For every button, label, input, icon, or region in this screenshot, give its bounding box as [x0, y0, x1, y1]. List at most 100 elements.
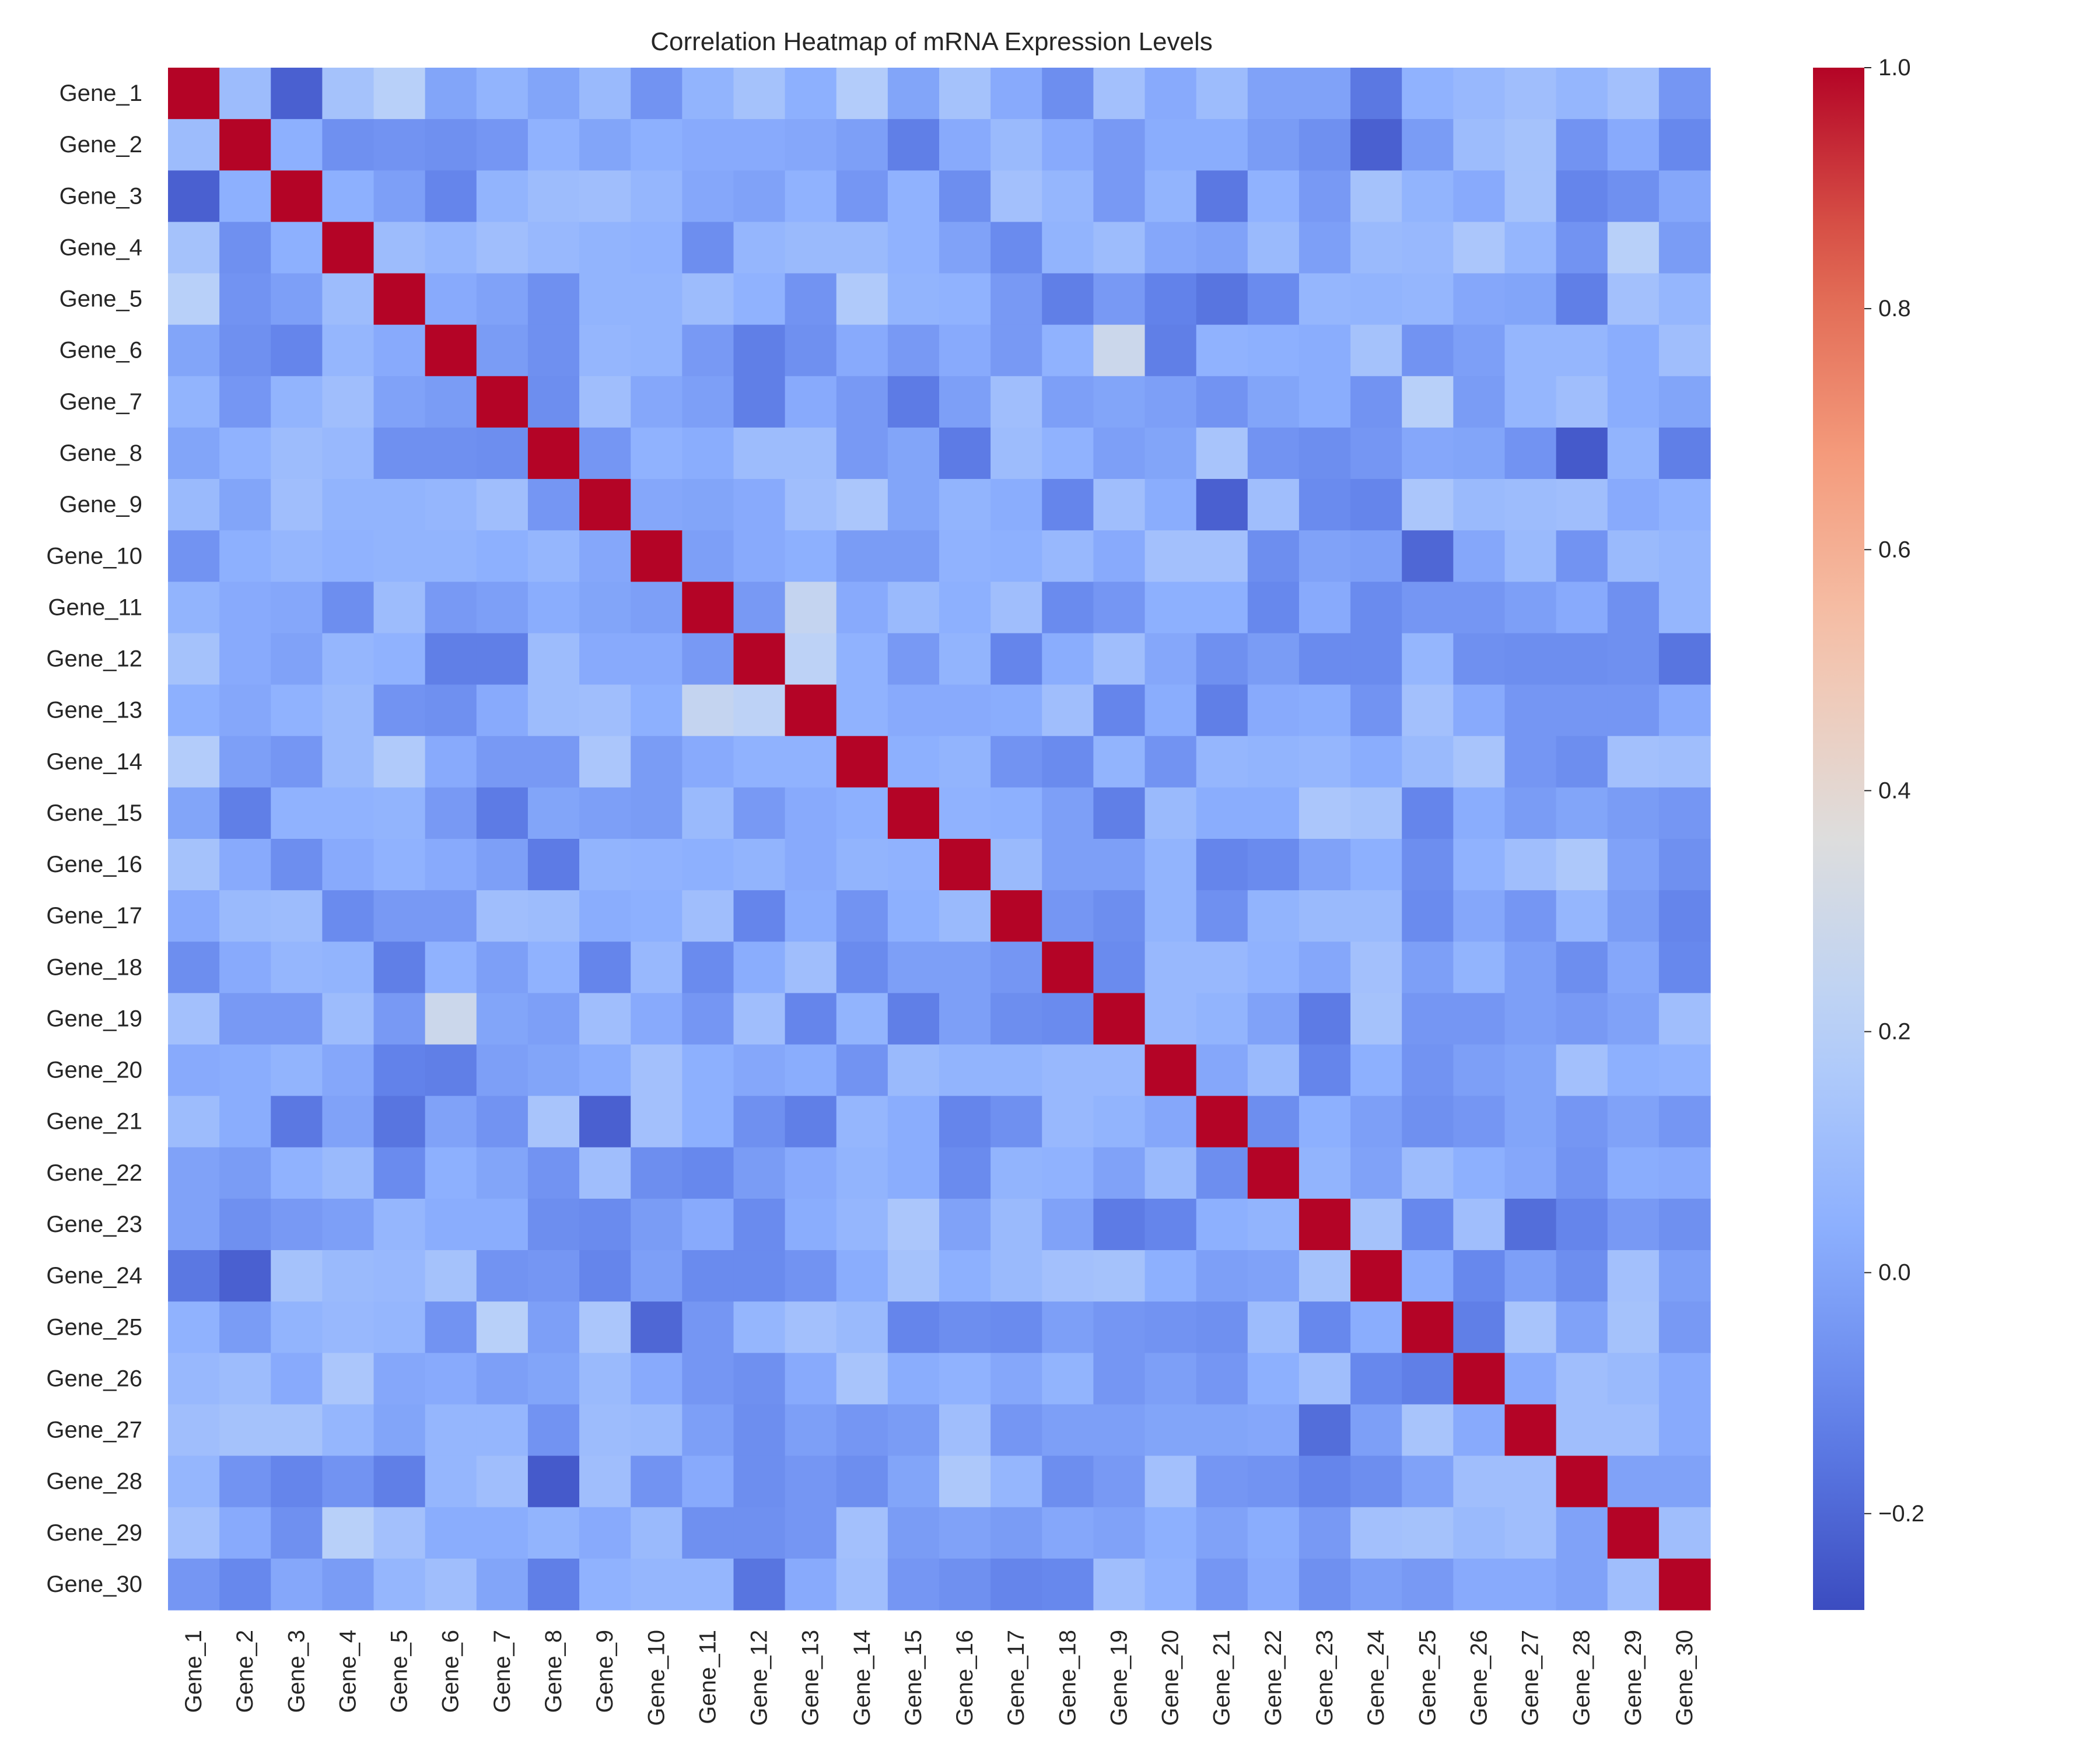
heatmap-cell-8-26 — [1453, 427, 1506, 480]
heatmap-cell-3-20 — [1144, 170, 1197, 222]
heatmap-cell-15-23 — [1298, 787, 1351, 839]
heatmap-cell-7-5 — [373, 376, 426, 428]
heatmap-cell-26-14 — [836, 1353, 888, 1405]
heatmap-cell-5-26 — [1453, 273, 1506, 326]
heatmap-cell-4-17 — [991, 222, 1042, 274]
y-tick-label: Gene_20 — [46, 1058, 142, 1083]
heatmap-cell-18-26 — [1453, 942, 1506, 993]
heatmap-cell-28-21 — [1196, 1455, 1248, 1508]
heatmap-cell-2-16 — [939, 119, 991, 171]
heatmap-cell-13-11 — [682, 684, 734, 737]
heatmap-cell-15-4 — [322, 787, 374, 839]
heatmap-cell-14-17 — [991, 736, 1042, 788]
heatmap-cell-20-14 — [836, 1044, 888, 1097]
heatmap-cell-10-20 — [1144, 530, 1197, 582]
heatmap-cell-25-14 — [836, 1301, 888, 1353]
heatmap-cell-29-17 — [991, 1507, 1042, 1559]
heatmap-cell-30-13 — [785, 1558, 837, 1611]
heatmap-cell-20-30 — [1658, 1044, 1711, 1097]
heatmap-cell-7-17 — [991, 376, 1042, 428]
heatmap-cell-2-5 — [373, 119, 426, 171]
heatmap-cell-27-2 — [219, 1404, 271, 1457]
heatmap-cell-8-20 — [1144, 427, 1197, 480]
heatmap-cell-13-5 — [373, 684, 426, 737]
heatmap-cell-11-29 — [1607, 582, 1660, 634]
heatmap-cell-19-12 — [733, 993, 786, 1045]
heatmap-cell-13-22 — [1247, 684, 1300, 737]
heatmap-cell-17-30 — [1658, 890, 1711, 942]
heatmap-cell-24-24 — [1350, 1250, 1402, 1302]
heatmap-cell-3-14 — [836, 170, 888, 222]
heatmap-cell-22-18 — [1042, 1147, 1094, 1199]
heatmap-cell-6-2 — [219, 324, 271, 377]
heatmap-cell-29-8 — [527, 1507, 580, 1559]
heatmap-cell-14-12 — [733, 736, 786, 788]
heatmap-cell-11-3 — [271, 582, 323, 634]
heatmap-cell-7-13 — [785, 376, 837, 428]
heatmap-cell-28-19 — [1093, 1455, 1146, 1508]
heatmap-cell-12-15 — [887, 633, 940, 685]
heatmap-cell-29-6 — [425, 1507, 477, 1559]
heatmap-cell-30-8 — [527, 1558, 580, 1611]
x-tick-label: Gene_4 — [335, 1630, 360, 1713]
heatmap-cell-5-19 — [1093, 273, 1146, 326]
heatmap-cell-21-13 — [785, 1096, 837, 1148]
heatmap-cell-6-27 — [1504, 324, 1557, 377]
heatmap-cell-9-5 — [373, 479, 426, 531]
heatmap-cell-18-11 — [682, 942, 734, 993]
heatmap-cell-9-24 — [1350, 479, 1402, 531]
heatmap-cell-20-21 — [1196, 1044, 1248, 1097]
heatmap-cell-6-1 — [168, 324, 220, 377]
x-tick-label: Gene_24 — [1363, 1630, 1389, 1726]
heatmap-cell-29-3 — [271, 1507, 323, 1559]
heatmap-cell-27-26 — [1453, 1404, 1506, 1457]
heatmap-cell-29-5 — [373, 1507, 426, 1559]
heatmap-cell-4-24 — [1350, 222, 1402, 274]
heatmap-cell-3-23 — [1298, 170, 1351, 222]
heatmap-cell-6-22 — [1247, 324, 1300, 377]
heatmap-cell-27-18 — [1042, 1404, 1094, 1457]
heatmap-cell-17-15 — [887, 890, 940, 942]
heatmap-cell-22-1 — [168, 1147, 220, 1199]
heatmap-cell-16-2 — [219, 839, 271, 891]
heatmap-cell-21-27 — [1504, 1096, 1557, 1148]
heatmap-cell-7-10 — [631, 376, 682, 428]
heatmap-cell-11-19 — [1093, 582, 1146, 634]
heatmap-cell-8-28 — [1556, 427, 1608, 480]
heatmap-cell-19-29 — [1607, 993, 1660, 1045]
x-tick-label: Gene_3 — [284, 1630, 309, 1713]
heatmap-cell-7-29 — [1607, 376, 1660, 428]
heatmap-cell-5-20 — [1144, 273, 1197, 326]
heatmap-cell-2-9 — [579, 119, 631, 171]
heatmap-cell-26-1 — [168, 1353, 220, 1405]
heatmap-cell-27-24 — [1350, 1404, 1402, 1457]
heatmap-cell-30-12 — [733, 1558, 786, 1611]
heatmap-cell-28-27 — [1504, 1455, 1557, 1508]
heatmap-cell-14-26 — [1453, 736, 1506, 788]
heatmap-cell-18-30 — [1658, 942, 1711, 993]
heatmap-cell-4-27 — [1504, 222, 1557, 274]
heatmap-cell-8-8 — [527, 427, 580, 480]
heatmap-cell-29-30 — [1658, 1507, 1711, 1559]
heatmap-cell-29-13 — [785, 1507, 837, 1559]
heatmap-cell-15-19 — [1093, 787, 1146, 839]
heatmap-cell-3-6 — [425, 170, 477, 222]
heatmap-cell-23-14 — [836, 1198, 888, 1251]
heatmap-cell-24-28 — [1556, 1250, 1608, 1302]
heatmap-cell-15-13 — [785, 787, 837, 839]
heatmap-cell-6-21 — [1196, 324, 1248, 377]
heatmap-cell-5-2 — [219, 273, 271, 326]
heatmap-cell-13-8 — [527, 684, 580, 737]
heatmap-cell-29-10 — [631, 1507, 682, 1559]
heatmap-cell-20-26 — [1453, 1044, 1506, 1097]
heatmap-cell-16-4 — [322, 839, 374, 891]
heatmap-cell-29-9 — [579, 1507, 631, 1559]
heatmap-cell-21-25 — [1402, 1096, 1454, 1148]
heatmap-cell-18-20 — [1144, 942, 1197, 993]
heatmap-cell-2-11 — [682, 119, 734, 171]
heatmap-cell-30-20 — [1144, 1558, 1197, 1611]
heatmap-cell-9-22 — [1247, 479, 1300, 531]
y-tick-label: Gene_24 — [46, 1263, 142, 1289]
heatmap-cell-24-4 — [322, 1250, 374, 1302]
heatmap-cell-30-2 — [219, 1558, 271, 1611]
